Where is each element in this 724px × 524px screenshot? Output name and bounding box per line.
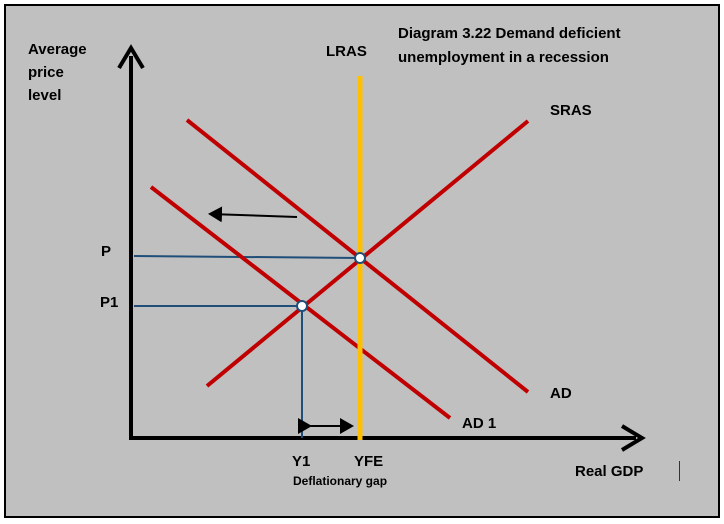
- y-axis-label-line-3: level: [28, 87, 62, 104]
- equilibrium-point-recession: [296, 300, 308, 312]
- guide-line-p: [133, 255, 361, 259]
- diagram-title: Diagram 3.22 Demand deficient unemployme…: [398, 22, 621, 70]
- sras-curve: [205, 119, 530, 388]
- x-axis-label: Real GDP: [575, 463, 644, 480]
- ad-label: AD: [550, 385, 572, 402]
- ad1-label: AD 1: [462, 415, 497, 432]
- x-axis-arrowhead: [620, 424, 646, 452]
- price-level-p1-label: P1: [100, 294, 119, 311]
- price-level-p-label: P: [101, 243, 112, 260]
- diagram-title-line-2: unemployment in a recession: [398, 49, 609, 66]
- output-y1-label: Y1: [292, 453, 311, 470]
- ad-shift-arrow: [208, 206, 298, 223]
- lras-label: LRAS: [326, 43, 367, 60]
- deflationary-gap-label: Deflationary gap: [293, 474, 388, 488]
- text-cursor-mark: [679, 461, 680, 481]
- y-axis-label-line-1: Average: [28, 41, 87, 58]
- equilibrium-point-full-employment: [354, 252, 366, 264]
- y-axis-label-line-2: price: [28, 64, 64, 81]
- diagram-title-line-1: Diagram 3.22 Demand deficient: [398, 25, 621, 42]
- y-axis-label: Average price level: [28, 38, 87, 107]
- sras-label: SRAS: [550, 102, 592, 119]
- output-yfe-label: YFE: [354, 453, 384, 470]
- y-axis-arrowhead: [117, 44, 145, 70]
